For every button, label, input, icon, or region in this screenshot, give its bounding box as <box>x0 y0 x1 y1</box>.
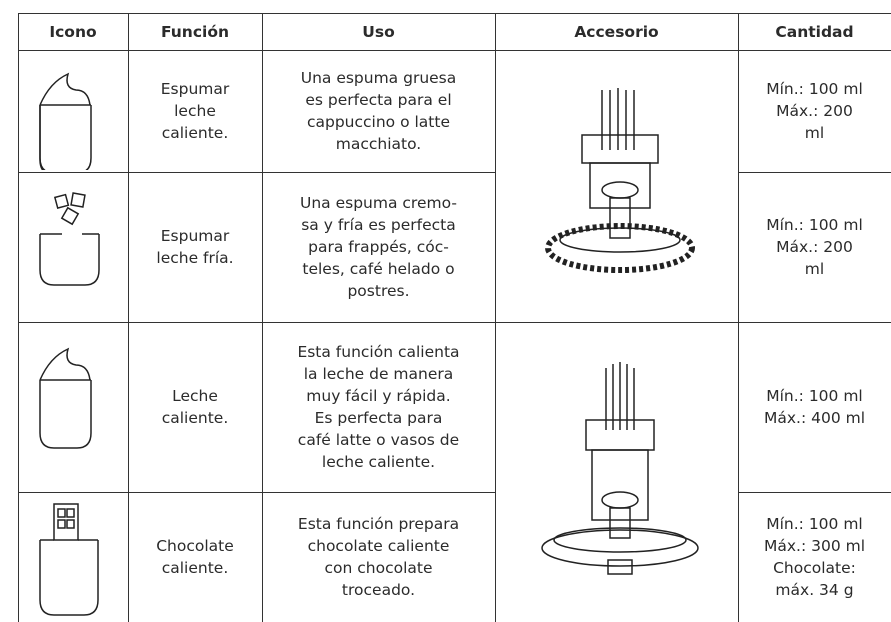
function-cell: Espumar leche fría. <box>156 227 234 267</box>
quantity-cell: Mín.: 100 ml Máx.: 200 ml <box>766 80 863 142</box>
frothing-whisk <box>545 88 695 273</box>
cold-milk-icon <box>39 192 100 286</box>
header-cell: Uso <box>362 22 395 41</box>
quantity-cell: Mín.: 100 ml Máx.: 400 ml <box>763 387 866 427</box>
use-cell: Una espuma cremo- sa y fría es perfecta … <box>300 194 457 300</box>
header-cell: Accesorio <box>574 22 659 41</box>
quantity-cell: Mín.: 100 ml Máx.: 300 ml Chocolate: máx… <box>763 515 866 599</box>
use-cell: Esta función calienta la leche de manera… <box>297 343 460 471</box>
rule <box>738 13 739 622</box>
rule <box>738 172 891 173</box>
function-cell: Chocolate caliente. <box>156 537 234 577</box>
use-cell: Una espuma gruesa es perfecta para el ca… <box>300 69 457 153</box>
rule <box>18 322 891 323</box>
rule <box>128 13 129 622</box>
quantity-cell: Mín.: 100 ml Máx.: 200 ml <box>766 216 863 278</box>
rule <box>18 13 19 622</box>
use-cell: Esta función prepara chocolate caliente … <box>297 515 460 599</box>
chocolate-icon <box>39 503 99 616</box>
function-cell: Espumar leche caliente. <box>160 80 230 142</box>
header-cell: Función <box>160 22 230 41</box>
rule <box>18 50 891 51</box>
hot-milk-icon <box>39 72 92 170</box>
header-cell: Cantidad <box>775 22 854 41</box>
rule <box>18 13 891 14</box>
rule <box>18 492 495 493</box>
rule <box>262 13 263 622</box>
heating-whisk <box>541 362 699 575</box>
rule <box>495 13 496 622</box>
hot-milk-icon <box>39 347 92 449</box>
function-cell: Leche caliente. <box>161 387 229 427</box>
header-cell: Icono <box>49 22 97 41</box>
rule <box>18 172 495 173</box>
rule <box>738 492 891 493</box>
